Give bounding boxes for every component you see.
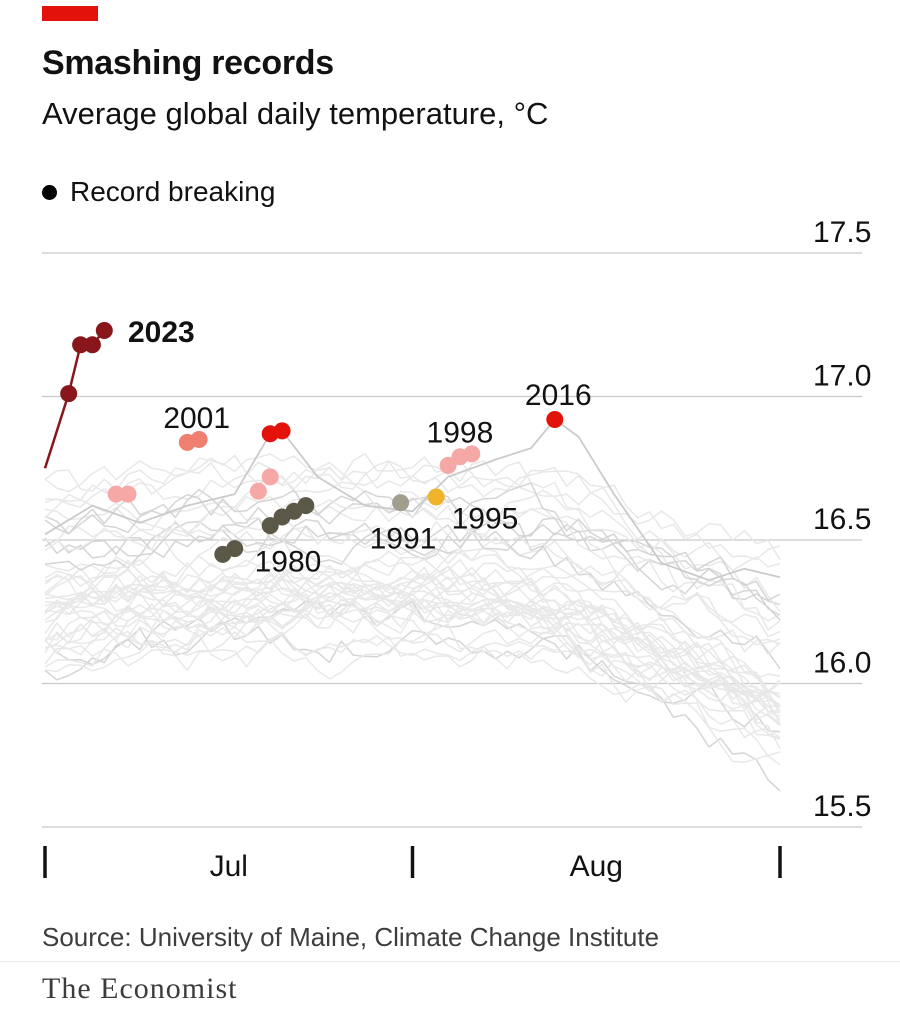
- record-dot: [463, 445, 481, 463]
- record-dot: [273, 422, 291, 440]
- record-dot: [261, 468, 279, 486]
- record-dot: [392, 494, 410, 512]
- page-title: Smashing records: [42, 44, 334, 82]
- record-dot: [72, 336, 90, 354]
- year-line: [44, 623, 781, 764]
- y-axis-label: 16.5: [813, 503, 871, 536]
- year-line: [44, 505, 781, 631]
- year-line: [44, 488, 781, 621]
- series-2016: 2016: [261, 379, 592, 443]
- record-dot: [249, 482, 267, 500]
- footer-divider: [0, 961, 900, 962]
- year-line: [44, 550, 781, 726]
- y-axis-label: 17.5: [813, 216, 871, 249]
- year-line: [44, 598, 781, 725]
- year-line: [44, 460, 781, 560]
- source-note: Source: University of Maine, Climate Cha…: [42, 922, 660, 952]
- year-line: [44, 577, 781, 679]
- record-dot: [546, 411, 564, 428]
- year-label-1998: 1998: [427, 416, 494, 449]
- year-line: [44, 593, 781, 714]
- year-label-1995: 1995: [452, 503, 519, 536]
- y-axis-label: 16.0: [813, 647, 871, 680]
- year-line: [44, 585, 781, 708]
- page-subtitle: Average global daily temperature, °C: [42, 96, 549, 131]
- series-1998: 1998: [107, 416, 494, 503]
- year-label-1980: 1980: [255, 546, 322, 579]
- legend-label: Record breaking: [70, 176, 276, 207]
- year-line: [44, 453, 781, 646]
- background-year-lines: [44, 453, 781, 792]
- the-economist-wordmark: The Economist: [42, 972, 238, 1005]
- record-dot: [261, 517, 279, 535]
- x-axis-label-aug: Aug: [570, 850, 623, 883]
- year-line: [44, 572, 781, 693]
- record-dot: [107, 485, 125, 503]
- year-line: [44, 475, 781, 572]
- record-dot: [439, 456, 457, 474]
- year-line: [44, 460, 781, 561]
- year-line: [44, 547, 781, 638]
- y-axis-label: 15.5: [813, 790, 871, 823]
- year-line: [44, 520, 781, 616]
- y-axis-label: 17.0: [813, 360, 871, 393]
- series-1995: 1995: [427, 488, 519, 536]
- year-line: [44, 600, 781, 740]
- series-1991: 1991: [370, 494, 437, 556]
- record-breaking-dot-icon: [42, 184, 57, 200]
- legend: Record breaking: [42, 176, 275, 208]
- year-label-2016: 2016: [525, 379, 592, 412]
- record-dot: [83, 336, 101, 354]
- series-2023: 2023: [60, 316, 195, 403]
- year-line: [44, 564, 781, 695]
- year-label-2023: 2023: [128, 316, 195, 349]
- year-line: [44, 590, 781, 740]
- x-axis-label-jul: Jul: [210, 850, 248, 883]
- year-line: [44, 627, 781, 707]
- record-dot: [190, 431, 208, 448]
- record-dot: [60, 385, 78, 403]
- record-dot: [95, 322, 113, 339]
- record-dot: [427, 488, 445, 506]
- year-line: [44, 536, 781, 750]
- record-dot: [226, 540, 244, 558]
- year-label-2001: 2001: [163, 402, 230, 435]
- year-line: [44, 631, 781, 739]
- series-1980: 1980: [214, 497, 322, 579]
- year-label-1991: 1991: [370, 523, 437, 556]
- year-line: [44, 499, 781, 699]
- series-2001: 2001: [163, 402, 230, 451]
- year-line: [44, 621, 781, 733]
- record-dot: [297, 497, 315, 515]
- year-line: [44, 565, 781, 725]
- record-dot: [119, 485, 137, 503]
- economist-red-tab: [42, 6, 98, 21]
